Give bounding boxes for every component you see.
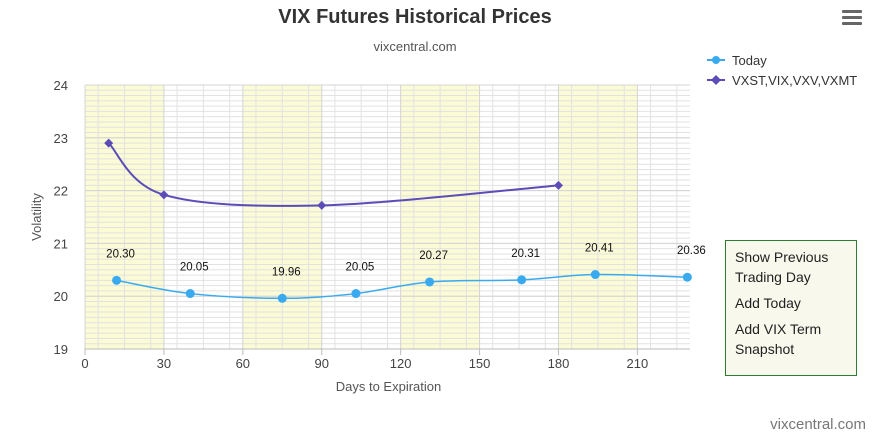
- y-tick-label: 20: [54, 289, 68, 304]
- legend-label-vxst: VXST,VIX,VXV,VXMT: [732, 72, 858, 88]
- menu-bar-icon: [842, 10, 862, 13]
- data-point-today: [351, 289, 361, 299]
- x-tick-label: 0: [81, 356, 88, 371]
- x-axis-title: Days to Expiration: [336, 379, 442, 394]
- chart-subtitle: vixcentral.com: [373, 39, 457, 54]
- legend-item-vxst[interactable]: VXST,VIX,VXV,VXMT: [706, 70, 857, 90]
- data-point-today: [277, 293, 287, 303]
- data-label-today: 20.36: [677, 245, 706, 257]
- y-tick-label: 21: [54, 236, 68, 251]
- legend-circle-icon: [707, 56, 725, 64]
- y-axis-title: Volatility: [29, 193, 44, 241]
- legend-item-today[interactable]: Today: [706, 50, 857, 70]
- data-point-today: [112, 275, 122, 285]
- add-vix-term-snapshot-item[interactable]: Add VIX Term Snapshot: [735, 321, 822, 357]
- data-point-today: [425, 277, 435, 287]
- data-label-today: 19.96: [272, 266, 301, 278]
- x-tick-label: 120: [390, 356, 412, 371]
- y-tick-label: 19: [54, 342, 68, 357]
- x-tick-label: 180: [548, 356, 570, 371]
- data-point-today: [682, 272, 692, 282]
- credit-link[interactable]: vixcentral.com: [770, 416, 866, 433]
- data-label-today: 20.30: [106, 248, 135, 260]
- x-tick-label: 60: [236, 356, 250, 371]
- add-today-item[interactable]: Add Today: [735, 295, 801, 311]
- hamburger-menu-icon[interactable]: [842, 10, 862, 28]
- context-menu: Show Previous Trading Day Add Today Add …: [725, 240, 857, 376]
- menu-bar-icon: [842, 16, 862, 19]
- data-point-vxst: [104, 138, 114, 148]
- y-tick-label: 23: [54, 131, 68, 146]
- data-point-vxst: [159, 190, 169, 200]
- data-label-today: 20.05: [180, 262, 209, 274]
- y-tick-label: 24: [54, 78, 68, 93]
- legend-diamond-icon: [707, 75, 725, 85]
- data-point-vxst: [553, 180, 563, 190]
- data-label-today: 20.27: [419, 250, 448, 262]
- data-label-today: 20.31: [511, 248, 540, 260]
- show-previous-trading-day-item[interactable]: Show Previous Trading Day: [735, 249, 829, 285]
- data-point-vxst: [317, 200, 327, 210]
- data-label-today: 20.05: [346, 262, 375, 274]
- chart-title: VIX Futures Historical Prices: [278, 6, 552, 28]
- data-point-today: [590, 270, 600, 280]
- data-label-today: 20.41: [585, 243, 614, 255]
- chart-legend: Today VXST,VIX,VXV,VXMT: [706, 50, 857, 90]
- data-point-today: [517, 275, 527, 285]
- y-tick-label: 22: [54, 184, 68, 199]
- x-tick-label: 90: [315, 356, 329, 371]
- menu-bar-icon: [842, 22, 862, 25]
- x-tick-label: 30: [157, 356, 171, 371]
- legend-label-today: Today: [732, 52, 767, 68]
- data-point-today: [185, 289, 195, 299]
- x-tick-label: 150: [469, 356, 491, 371]
- x-tick-label: 210: [627, 356, 649, 371]
- series-line-vxst: [107, 142, 559, 207]
